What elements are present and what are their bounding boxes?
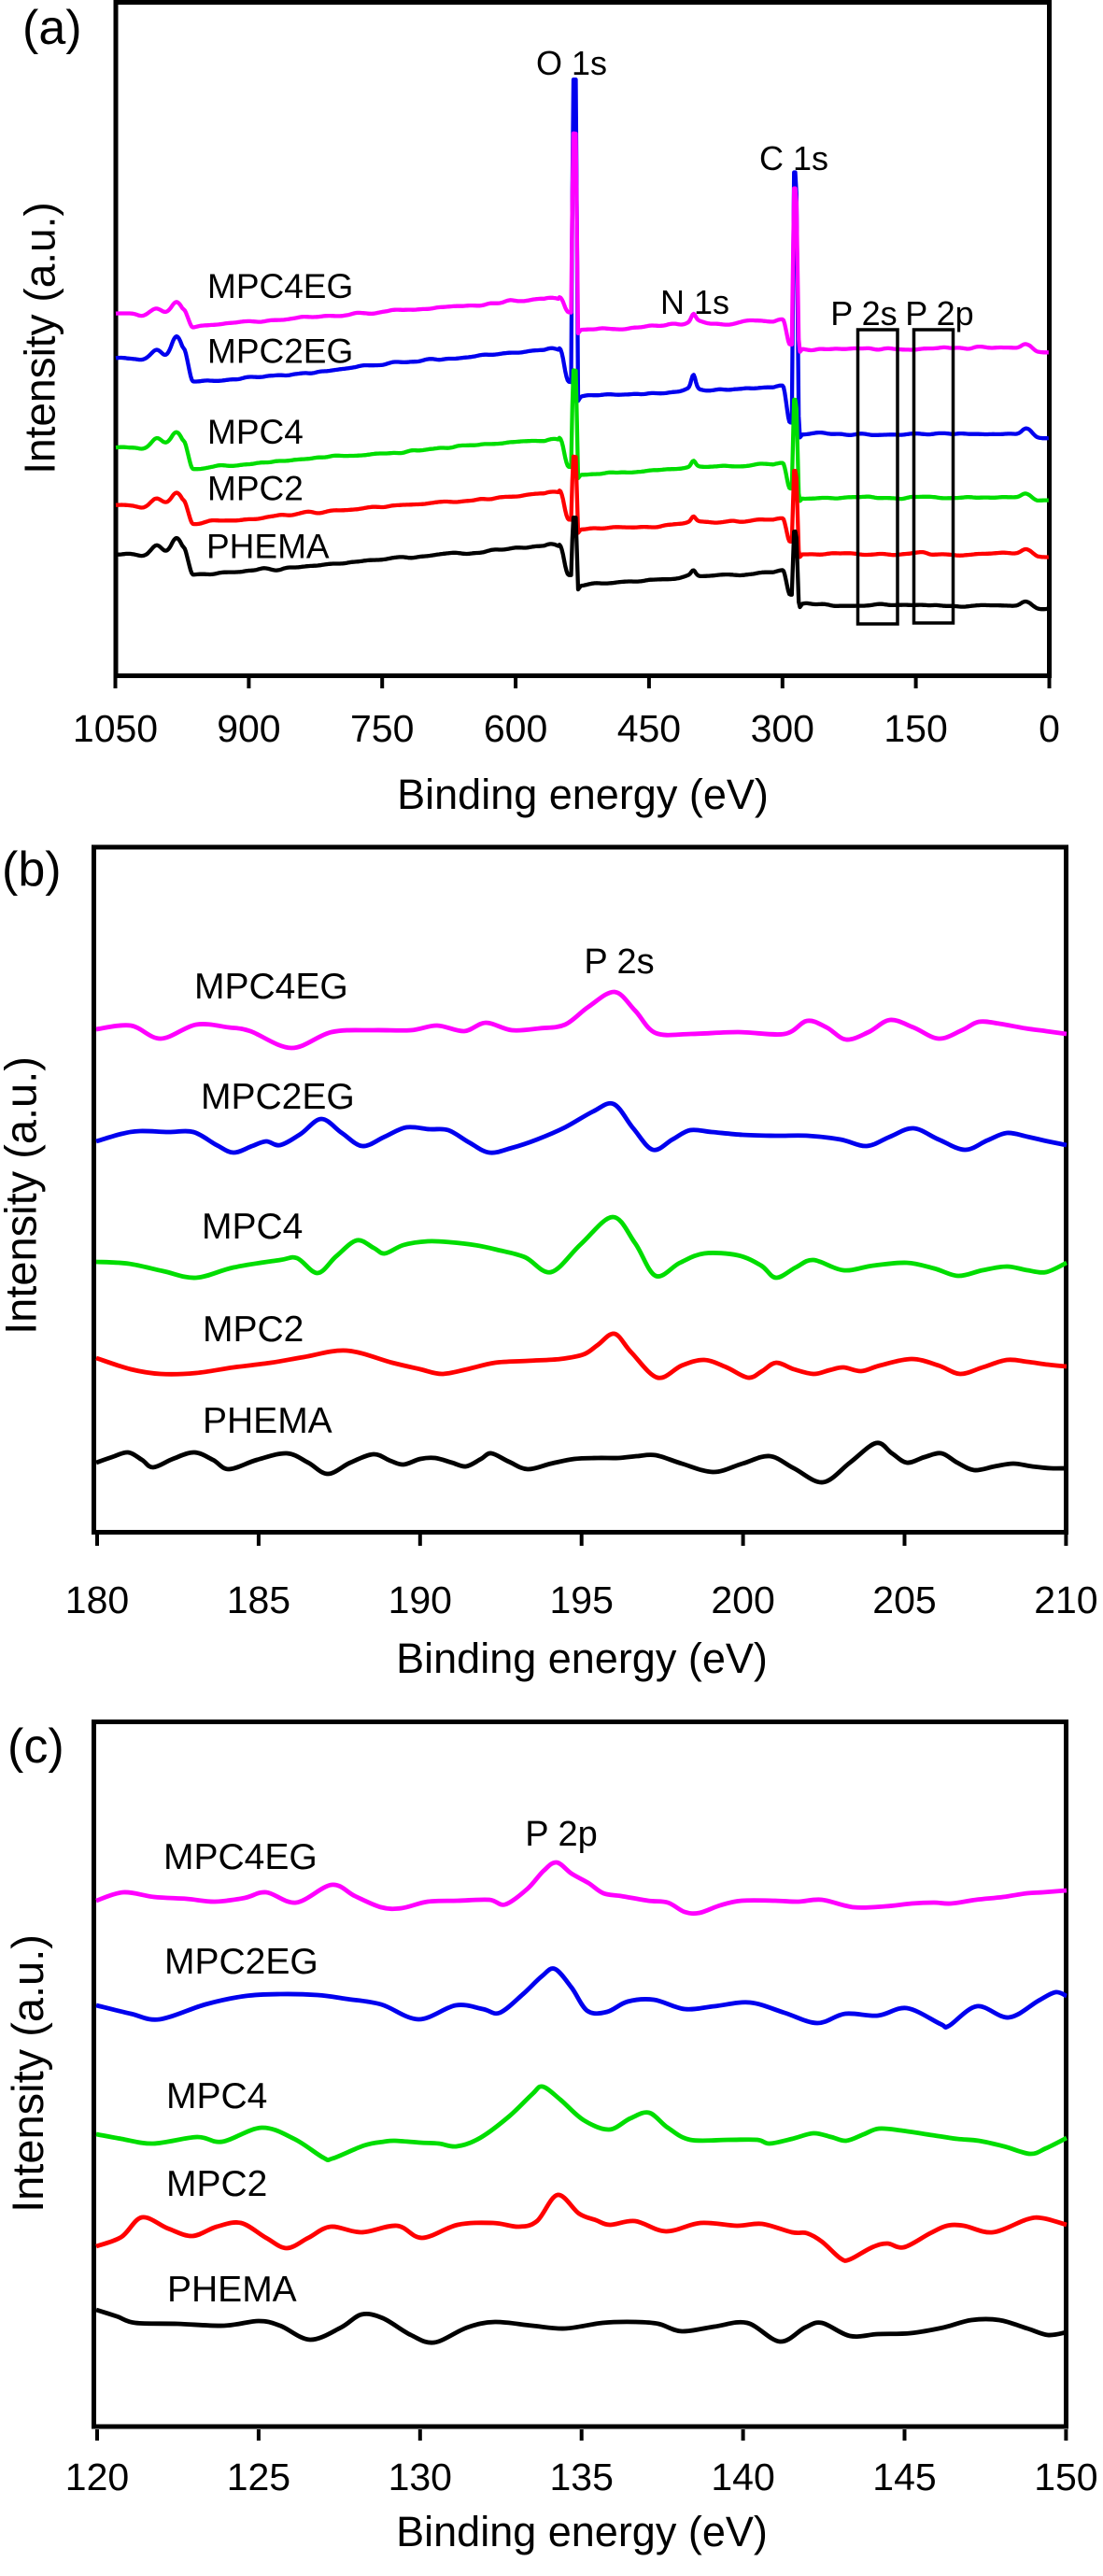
svg-text:MPC2EG: MPC2EG — [164, 1942, 318, 1982]
svg-text:MPC4: MPC4 — [202, 1207, 303, 1247]
svg-text:130: 130 — [389, 2456, 452, 2498]
svg-text:150: 150 — [1034, 2456, 1097, 2498]
svg-text:P 2p: P 2p — [905, 294, 973, 333]
svg-text:MPC2: MPC2 — [207, 470, 304, 508]
svg-text:Intensity (a.u.): Intensity (a.u.) — [3, 1934, 52, 2213]
svg-text:MPC4EG: MPC4EG — [163, 1837, 318, 1877]
svg-text:195: 195 — [549, 1578, 613, 1621]
svg-text:145: 145 — [872, 2456, 936, 2498]
svg-text:C 1s: C 1s — [759, 139, 828, 177]
svg-text:135: 135 — [549, 2456, 613, 2498]
svg-text:MPC2EG: MPC2EG — [201, 1077, 355, 1117]
svg-text:O 1s: O 1s — [536, 44, 607, 82]
svg-text:210: 210 — [1034, 1578, 1097, 1621]
svg-text:PHEMA: PHEMA — [167, 2270, 297, 2310]
svg-text:180: 180 — [65, 1578, 129, 1621]
svg-text:0: 0 — [1039, 707, 1060, 750]
svg-text:300: 300 — [751, 707, 814, 750]
svg-text:200: 200 — [711, 1578, 774, 1621]
svg-text:450: 450 — [617, 707, 681, 750]
svg-text:P 2p: P 2p — [525, 1815, 597, 1854]
svg-text:(b): (b) — [2, 842, 62, 897]
svg-text:Intensity (a.u.): Intensity (a.u.) — [16, 202, 64, 474]
svg-text:150: 150 — [884, 707, 947, 750]
svg-text:185: 185 — [227, 1578, 290, 1621]
svg-text:N 1s: N 1s — [660, 283, 729, 321]
svg-text:(a): (a) — [22, 1, 82, 55]
svg-text:Binding energy (eV): Binding energy (eV) — [396, 2508, 768, 2555]
svg-text:750: 750 — [350, 707, 414, 750]
svg-text:MPC4EG: MPC4EG — [194, 967, 348, 1007]
svg-text:P 2s: P 2s — [584, 942, 654, 982]
svg-text:MPC2: MPC2 — [203, 1309, 304, 1350]
svg-text:MPC2EG: MPC2EG — [207, 333, 353, 371]
svg-text:Binding energy (eV): Binding energy (eV) — [396, 1635, 768, 1682]
svg-text:(c): (c) — [7, 1720, 64, 1774]
svg-text:1050: 1050 — [73, 707, 158, 750]
svg-text:PHEMA: PHEMA — [203, 1401, 332, 1441]
svg-text:140: 140 — [711, 2456, 774, 2498]
svg-text:205: 205 — [872, 1578, 936, 1621]
svg-text:125: 125 — [227, 2456, 290, 2498]
svg-text:900: 900 — [217, 707, 280, 750]
svg-text:PHEMA: PHEMA — [206, 528, 330, 566]
svg-text:190: 190 — [389, 1578, 452, 1621]
svg-text:120: 120 — [65, 2456, 129, 2498]
svg-text:MPC2: MPC2 — [166, 2164, 267, 2204]
svg-text:Intensity (a.u.): Intensity (a.u.) — [0, 1056, 46, 1335]
svg-text:MPC4EG: MPC4EG — [207, 267, 353, 305]
svg-text:P 2s: P 2s — [830, 294, 897, 333]
svg-text:MPC4: MPC4 — [207, 413, 304, 451]
svg-text:MPC4: MPC4 — [166, 2076, 267, 2116]
svg-text:Binding energy (eV): Binding energy (eV) — [397, 771, 769, 818]
svg-text:600: 600 — [484, 707, 547, 750]
